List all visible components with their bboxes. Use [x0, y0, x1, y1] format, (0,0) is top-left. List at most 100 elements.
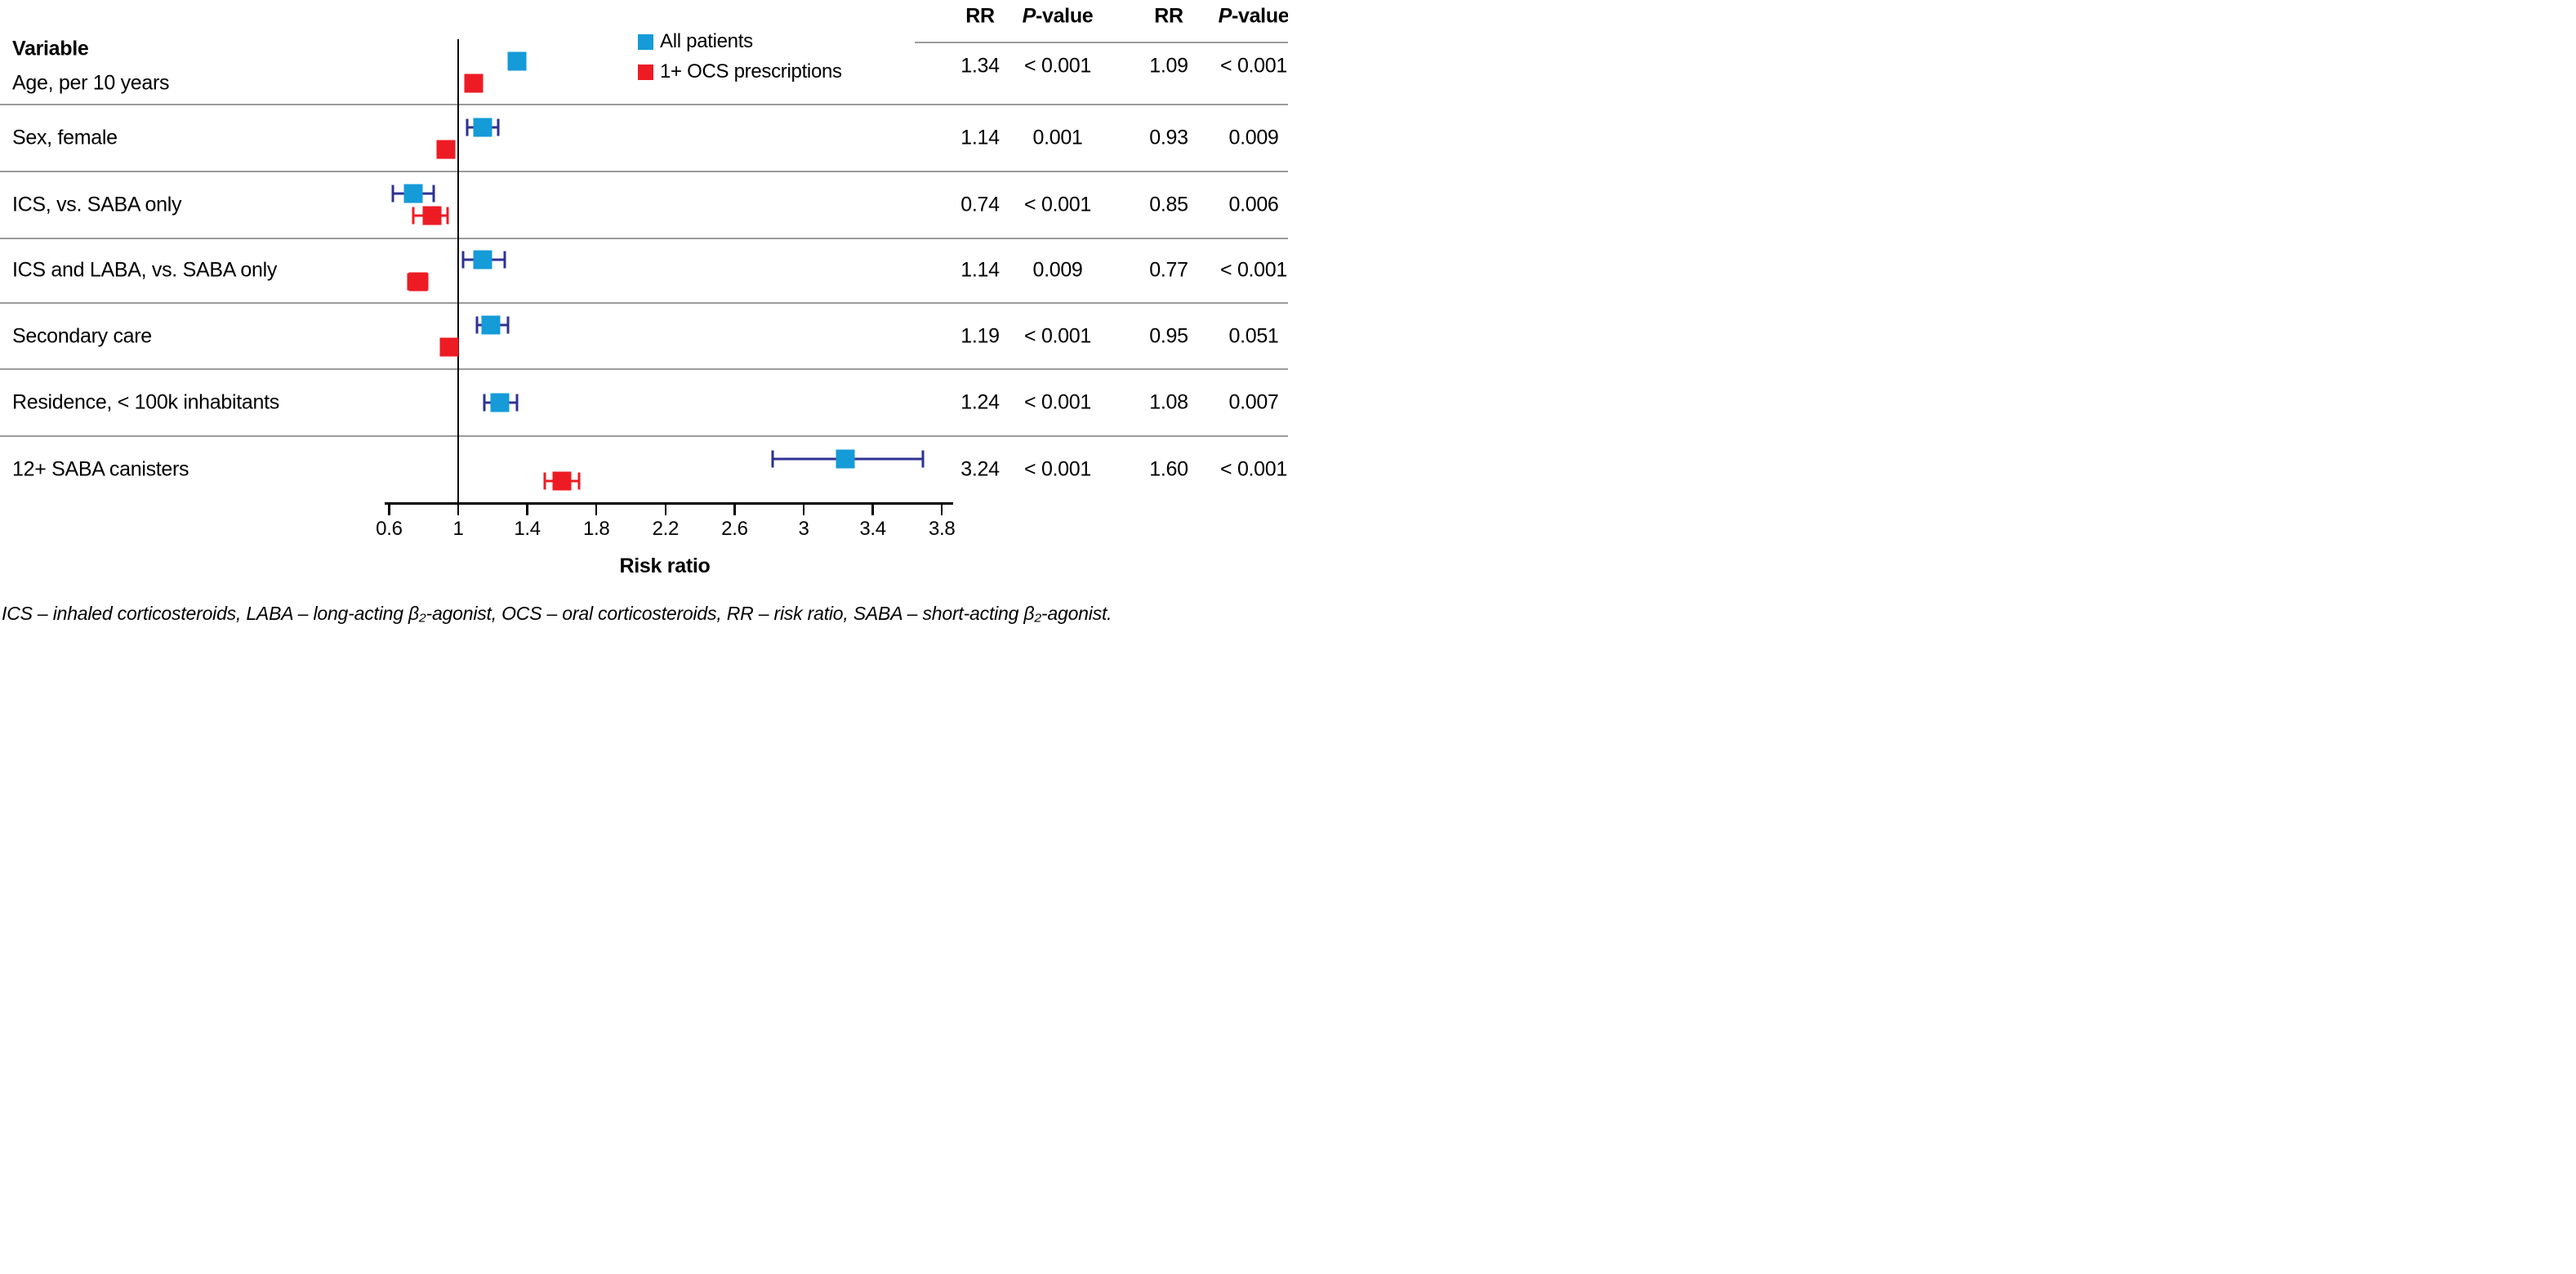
p-value: 0.009 [1032, 258, 1083, 282]
confidence-interval-cap [407, 273, 410, 291]
variable-label: Sex, female [12, 126, 118, 149]
rr-value: 1.34 [960, 54, 1000, 78]
rr-header-text: RR [965, 4, 995, 28]
x-axis-tick [871, 505, 874, 515]
rr-value: 0.93 [1149, 126, 1188, 149]
row-separator [0, 104, 1288, 105]
x-axis-tick [526, 505, 528, 515]
x-axis-tick-label: 1 [452, 518, 464, 540]
p-value: < 0.001 [1219, 258, 1288, 282]
x-axis-tick [940, 505, 943, 515]
footnote: ICS – inhaled corticosteroids, LABA – lo… [2, 603, 1112, 624]
p-header-rest: -value [1035, 4, 1094, 28]
confidence-interval-cap [515, 394, 519, 412]
p-value-column-header: P-value [1219, 5, 1288, 29]
x-axis-tick [388, 505, 390, 515]
x-axis-tick [595, 505, 598, 515]
variable-label: ICS and LABA, vs. SABA only [12, 258, 278, 282]
p-value: 0.006 [1228, 193, 1279, 216]
confidence-interval-cap [412, 207, 415, 225]
row-separator [0, 434, 1288, 437]
legend-label: 1+ OCS prescriptions [660, 60, 842, 82]
rr-value: 1.24 [960, 390, 1000, 414]
confidence-interval-cap [432, 185, 435, 203]
x-axis-title: Risk ratio [619, 555, 711, 577]
rr-value: 0.74 [960, 193, 1000, 216]
reference-line [457, 39, 460, 505]
p-value: 0.051 [1228, 324, 1279, 347]
x-axis-tick-label: 1.4 [514, 518, 541, 540]
p-header-italic: P [1022, 4, 1036, 28]
variable-label: Residence, < 100k inhabitants [12, 390, 279, 414]
x-axis-tick-label: 2.2 [652, 518, 680, 540]
forest-marker-ocs [464, 74, 484, 92]
rr-value: 0.95 [1149, 324, 1188, 347]
rr-value: 1.60 [1149, 457, 1188, 481]
forest-marker-ocs [408, 272, 428, 292]
p-value: 0.007 [1228, 390, 1279, 414]
rr-column-header: RR [965, 5, 995, 29]
rr-value: 0.77 [1149, 258, 1188, 282]
forest-marker-ocs [552, 471, 572, 490]
table-header-underline [915, 42, 1288, 43]
confidence-interval-cap [391, 185, 394, 203]
p-value: < 0.001 [1219, 54, 1288, 78]
p-value: < 0.001 [1023, 54, 1092, 78]
x-axis-tick-label: 3.8 [928, 518, 956, 540]
p-value: < 0.001 [1023, 457, 1092, 481]
x-axis-line [385, 502, 953, 505]
row-separator [0, 237, 1288, 239]
forest-marker-all-patients [473, 118, 492, 136]
p-header-rest: -value [1231, 4, 1288, 28]
confidence-interval-cap [543, 472, 546, 489]
rr-value: 1.19 [960, 324, 1000, 347]
forest-marker-all-patients [403, 184, 423, 203]
forest-marker-all-patients [490, 393, 510, 412]
rr-value: 1.08 [1149, 390, 1188, 414]
row-separator [0, 368, 1288, 370]
forest-marker-all-patients [481, 315, 501, 335]
p-value: 0.001 [1032, 126, 1083, 149]
variable-label: ICS, vs. SABA only [12, 193, 182, 216]
legend: All patients 1+ OCS prescriptions [638, 30, 842, 83]
forest-plot-figure: 0.6 1 1.4 1.8 2.2 2.6 3 3.4 3.8 Age, per 10 years… [0, 0, 1288, 637]
confidence-interval-cap [577, 472, 581, 489]
legend-swatch-all-patients-icon [638, 33, 653, 50]
p-value: < 0.001 [1023, 390, 1092, 414]
plot-area: 0.6 1 1.4 1.8 2.2 2.6 3 3.4 3.8 Age, per 10 years… [0, 0, 1288, 637]
forest-marker-all-patients [836, 449, 855, 468]
p-value: < 0.001 [1023, 324, 1092, 347]
forest-marker-ocs [439, 337, 459, 357]
x-axis-tick-label: 1.8 [582, 518, 610, 540]
confidence-interval-cap [506, 316, 510, 334]
rr-value: 1.14 [960, 126, 1000, 149]
variable-label: 12+ SABA canisters [12, 457, 189, 481]
row-separator [0, 302, 1288, 304]
p-header-italic: P [1218, 4, 1232, 28]
confidence-interval-cap [475, 316, 479, 334]
confidence-interval-cap [466, 118, 469, 136]
variable-column-header: Variable [12, 37, 89, 60]
confidence-interval-cap [771, 450, 774, 467]
forest-marker-all-patients [473, 250, 492, 270]
x-axis-tick-label: 0.6 [376, 518, 403, 540]
p-value: < 0.001 [1023, 193, 1092, 216]
forest-marker-ocs [436, 140, 456, 158]
rr-value: 1.09 [1149, 54, 1188, 78]
rr-value: 3.24 [960, 457, 1000, 481]
p-value: < 0.001 [1219, 457, 1288, 481]
variable-label: Secondary care [12, 324, 152, 347]
legend-swatch-ocs-icon [638, 64, 653, 80]
forest-marker-all-patients [507, 51, 527, 70]
x-axis-tick-label: 3.4 [859, 518, 886, 540]
variable-label: Age, per 10 years [12, 71, 170, 95]
x-axis-tick-label: 2.6 [721, 518, 748, 540]
confidence-interval-cap [921, 450, 925, 467]
legend-label: All patients [660, 30, 753, 52]
x-axis-tick [733, 505, 736, 515]
x-axis-tick-label: 3 [798, 518, 809, 540]
rr-value: 1.14 [960, 258, 1000, 282]
rr-column-header: RR [1154, 5, 1183, 29]
p-value: 0.009 [1228, 126, 1279, 149]
x-axis-tick [457, 505, 460, 515]
